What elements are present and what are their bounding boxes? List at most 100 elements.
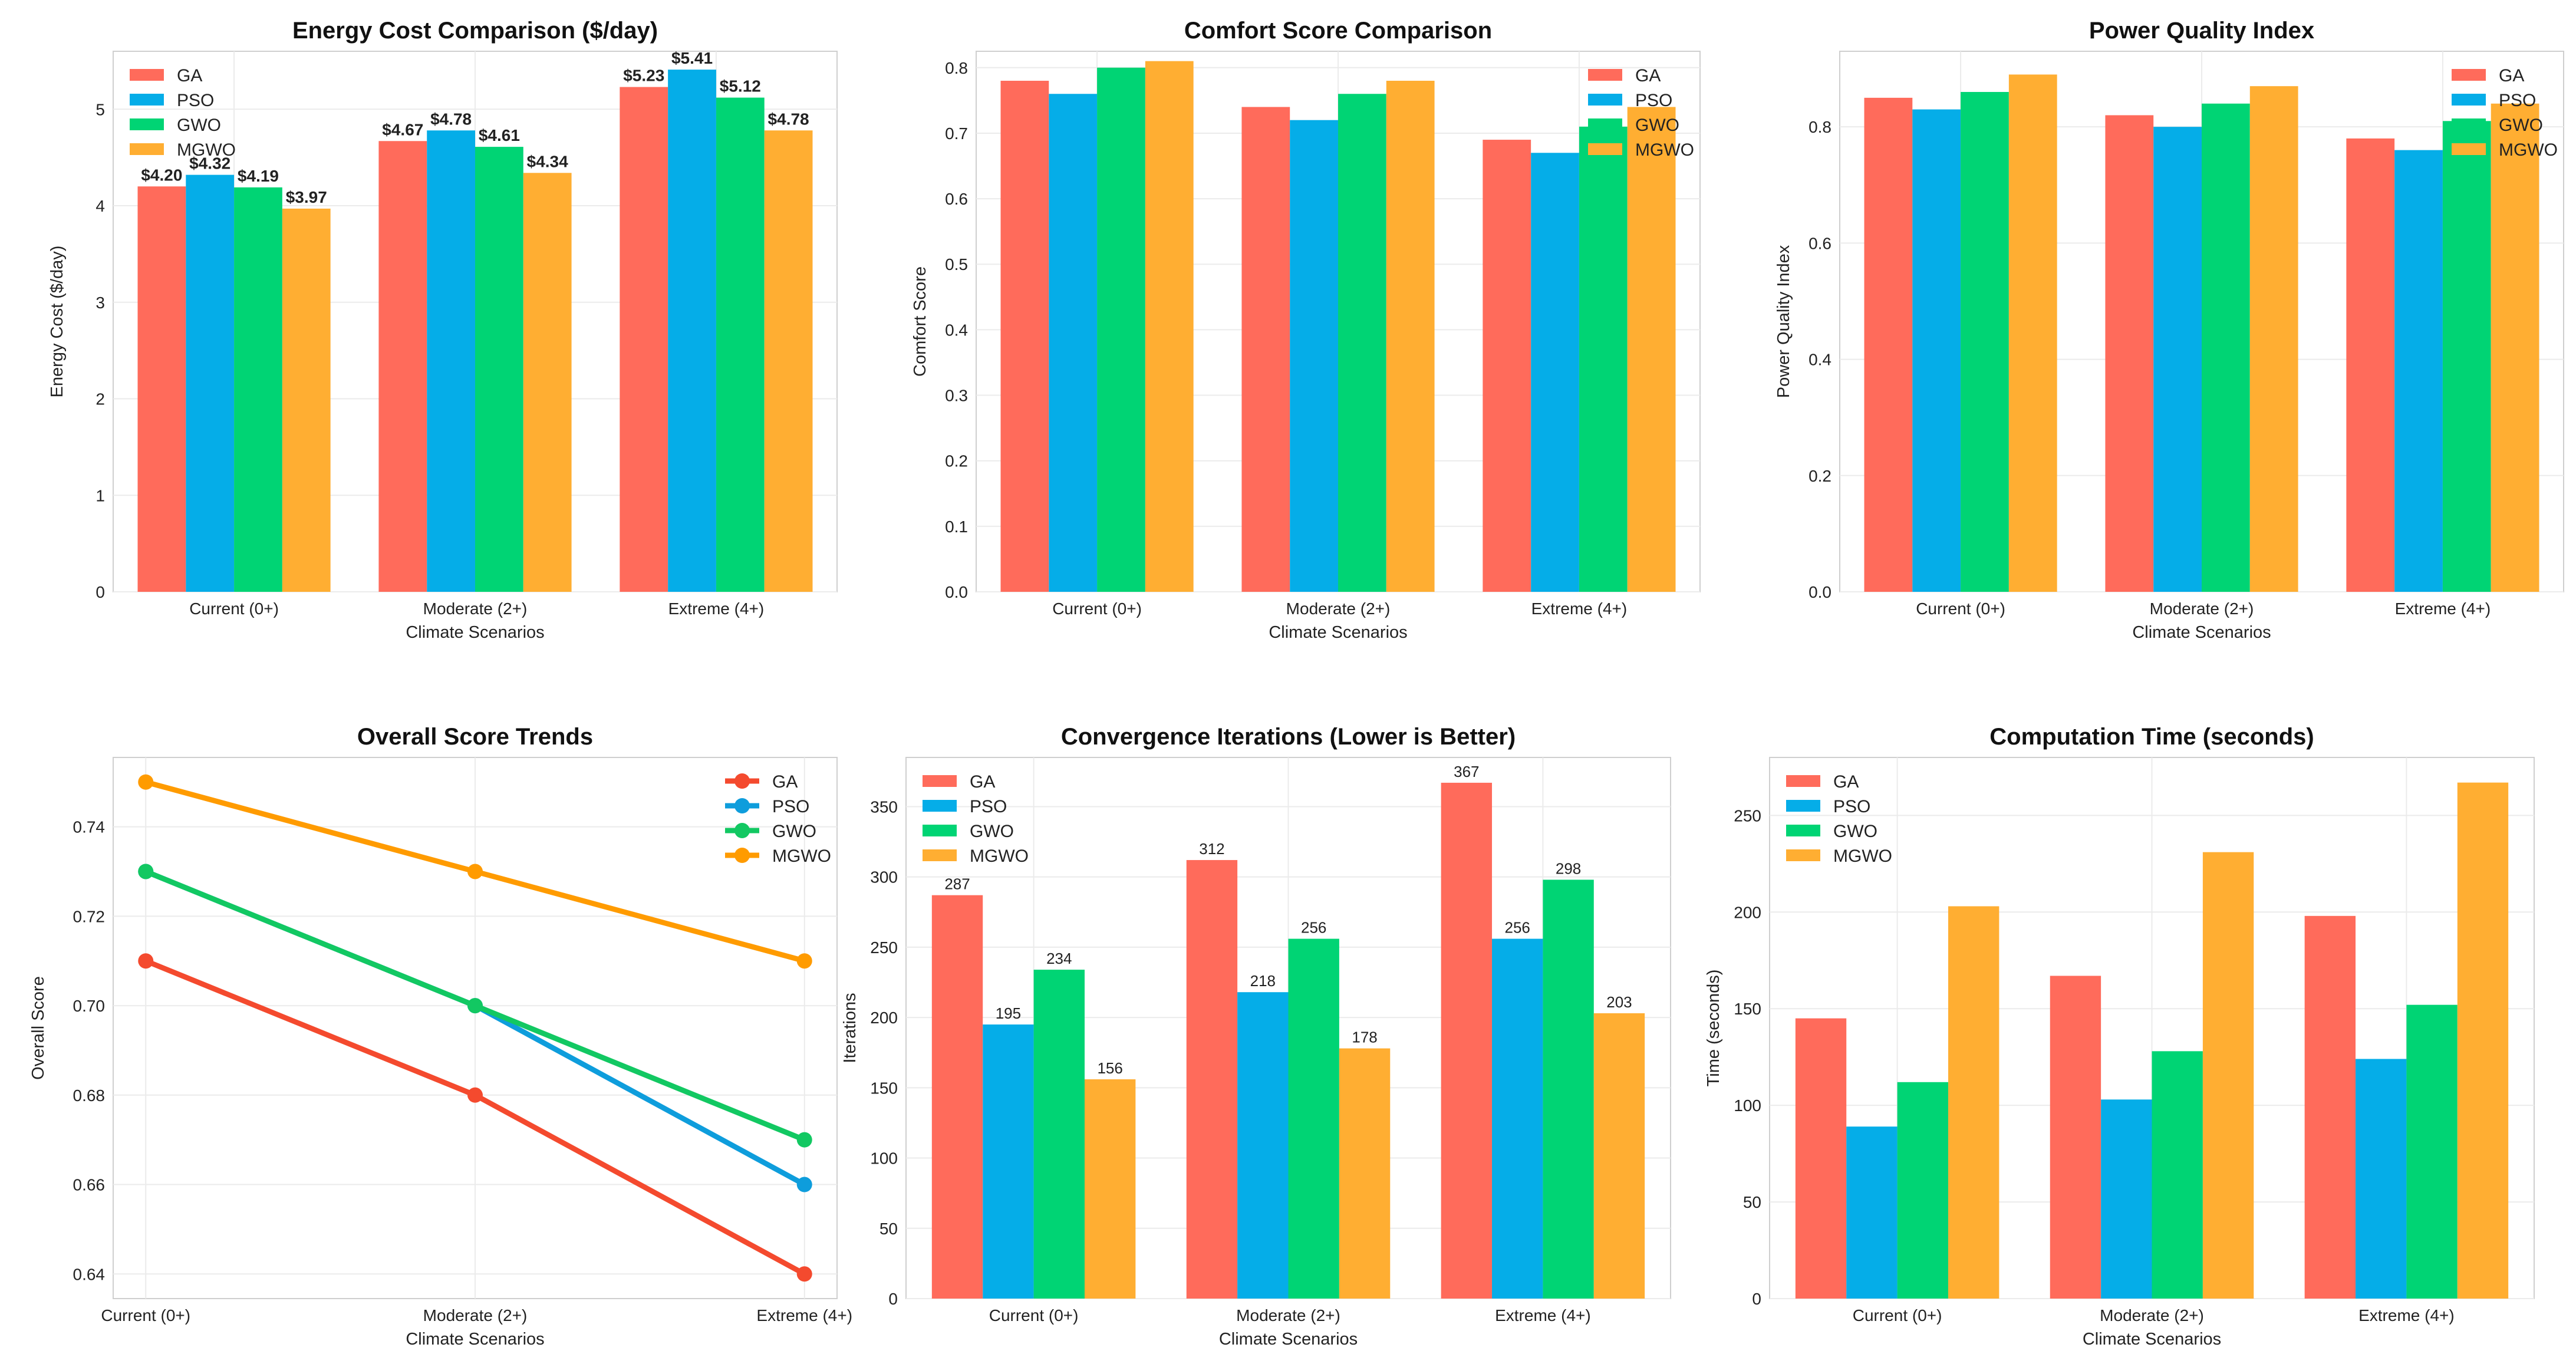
bar-pso	[1531, 153, 1579, 592]
bar-pso	[2101, 1099, 2152, 1299]
bar-ga	[1795, 1018, 1847, 1299]
bar-gwo	[234, 187, 282, 592]
bar-gwo	[1338, 94, 1386, 592]
data-label: $4.20	[141, 166, 182, 184]
x-tick-label: Extreme (4+)	[668, 599, 765, 618]
data-label: $4.32	[189, 154, 230, 173]
bar-mgwo	[282, 208, 331, 592]
y-tick-label: 0.4	[945, 321, 968, 339]
bar-mgwo	[2008, 74, 2057, 592]
y-tick-label: 1	[95, 486, 105, 505]
bar-mgwo	[1948, 906, 1999, 1299]
bar-ga	[378, 141, 427, 592]
legend: GA PSO GWO MGWO	[130, 66, 236, 160]
y-tick-label: 0.6	[1809, 234, 1831, 252]
y-tick-label: 0.6	[945, 190, 968, 208]
bar-pso	[1912, 109, 1961, 592]
y-axis-label: Overall Score	[29, 976, 48, 1080]
legend-label: MGWO	[772, 846, 831, 866]
bar-gwo	[2152, 1051, 2203, 1299]
data-label: 218	[1250, 972, 1276, 990]
x-tick-label: Extreme (4+)	[2395, 599, 2491, 618]
y-tick-label: 0.68	[73, 1086, 106, 1105]
y-tick-label: 0.2	[945, 452, 968, 470]
y-tick-label: 100	[1734, 1096, 1761, 1115]
bar-gwo	[1097, 67, 1145, 592]
y-tick-label: 0.0	[945, 583, 968, 601]
x-tick-label: Extreme (4+)	[1531, 599, 1628, 618]
y-axis-label: Power Quality Index	[1774, 245, 1793, 398]
bar-pso	[186, 174, 235, 592]
y-tick-label: 0.70	[73, 997, 106, 1015]
bar-gwo	[1288, 938, 1339, 1299]
bar-mgwo	[764, 130, 813, 592]
chart-panel-3: 0.0 0.2 0.4 0.6 0.8 Current (0+) Moderate (2+)…	[1774, 18, 2564, 642]
bar-ga	[1864, 97, 1913, 592]
bar-pso	[1237, 992, 1289, 1299]
legend-swatch	[130, 118, 164, 130]
data-label: 298	[1556, 859, 1581, 877]
y-tick-label: 0.72	[73, 907, 106, 925]
y-tick-label: 0.0	[1809, 583, 1831, 601]
point-mgwo	[796, 953, 812, 969]
data-label: $4.78	[768, 110, 809, 128]
legend-swatch	[130, 94, 164, 106]
y-axis-label: Comfort Score	[911, 266, 930, 377]
x-axis-label: Climate Scenarios	[2083, 1330, 2221, 1349]
point-gwo	[796, 1132, 812, 1148]
data-label: 256	[1301, 919, 1326, 937]
y-tick-label: 250	[1734, 806, 1761, 825]
bar-ga	[1483, 140, 1531, 592]
bar-mgwo	[2457, 782, 2509, 1299]
legend-swatch	[1786, 825, 1820, 836]
point-mgwo	[467, 864, 483, 879]
bar-gwo	[2202, 103, 2250, 592]
y-tick-label: 0.64	[73, 1265, 106, 1283]
y-tick-label: 0.5	[945, 255, 968, 274]
y-tick-label: 350	[870, 798, 898, 816]
legend-swatch	[130, 69, 164, 81]
point-ga	[796, 1266, 812, 1282]
data-label: $4.67	[382, 120, 423, 139]
bar-ga	[620, 87, 668, 592]
data-label: 203	[1606, 993, 1632, 1011]
bar-mgwo	[1339, 1048, 1391, 1299]
point-mgwo	[138, 774, 154, 790]
bar-pso	[2394, 150, 2443, 592]
chart-title: Convergence Iterations (Lower is Better)	[1061, 724, 1516, 750]
legend-swatch	[923, 825, 957, 836]
point-gwo	[138, 864, 154, 879]
y-tick-label: 0	[888, 1290, 898, 1308]
chart-panel-6: 0 50 100 150 200 250 Current (0+) Moderate (2+)…	[1704, 724, 2535, 1349]
point-gwo	[467, 998, 483, 1014]
bar-ga	[1441, 782, 1493, 1299]
x-tick-label: Moderate (2+)	[2150, 599, 2254, 618]
y-axis-label: Time (seconds)	[1704, 970, 1723, 1087]
x-tick-label: Moderate (2+)	[1286, 599, 1391, 618]
data-label: 156	[1097, 1059, 1122, 1077]
data-label: 312	[1199, 840, 1224, 858]
legend-label: PSO	[1635, 91, 1672, 110]
bar-pso	[427, 130, 475, 592]
legend: GA PSO GWO MGWO	[923, 772, 1029, 866]
x-tick-label: Current (0+)	[1853, 1306, 1942, 1325]
legend: GA PSO GWO MGWO	[725, 772, 831, 866]
x-axis-label: Climate Scenarios	[1269, 623, 1407, 642]
chart-panel-2: 0.0 0.1 0.2 0.3 0.4 0.5 0.6 0.7 0.8 Current (0+) M…	[911, 18, 1701, 642]
bar-pso	[668, 70, 716, 592]
legend-label: PSO	[177, 91, 214, 110]
bar-mgwo	[2202, 852, 2254, 1299]
y-tick-label: 0.8	[1809, 118, 1831, 136]
x-tick-label: Current (0+)	[101, 1306, 190, 1325]
y-tick-label: 0.74	[73, 818, 106, 836]
y-tick-label: 200	[870, 1009, 898, 1027]
legend-label: MGWO	[1833, 846, 1892, 866]
x-tick-label: Current (0+)	[989, 1306, 1079, 1325]
legend-swatch	[734, 798, 750, 813]
data-label: $4.19	[238, 167, 279, 185]
y-tick-label: 0.7	[945, 124, 968, 143]
y-tick-label: 300	[870, 868, 898, 887]
y-tick-label: 0	[95, 583, 105, 601]
bar-ga	[2050, 976, 2101, 1299]
bar-pso	[1492, 938, 1543, 1299]
